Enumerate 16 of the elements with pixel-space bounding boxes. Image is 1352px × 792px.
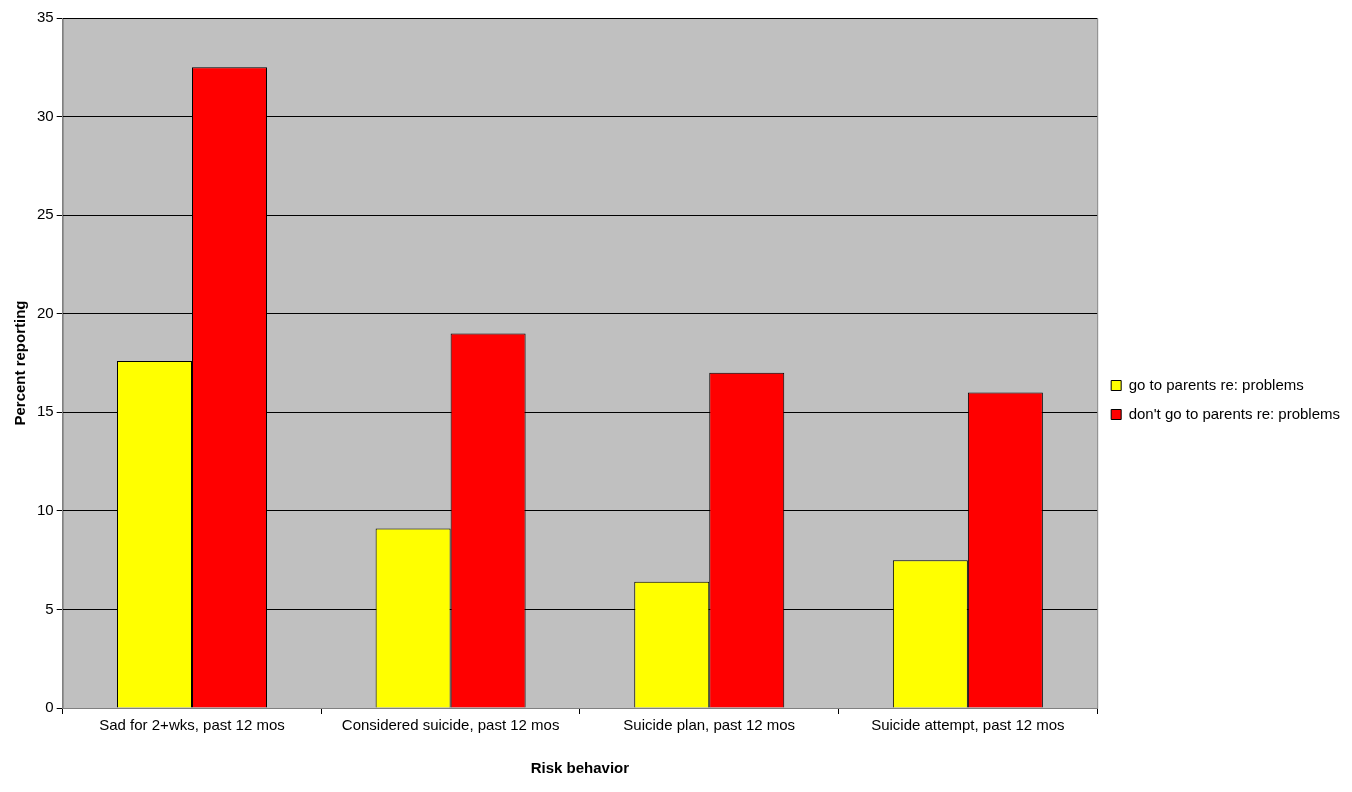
y-tick-label: 20 bbox=[37, 303, 54, 321]
y-tick-label: 5 bbox=[45, 599, 54, 617]
x-tick-label: Considered suicide, past 12 mos bbox=[341, 716, 560, 734]
y-axis-title: Percent reporting bbox=[11, 300, 29, 426]
y-tick-label: 0 bbox=[45, 698, 54, 716]
x-tick-label: Sad for 2+wks, past 12 mos bbox=[99, 716, 285, 734]
y-tick-label: 30 bbox=[37, 106, 54, 124]
legend-label: go to parents re: problems bbox=[1128, 375, 1304, 393]
x-tick-label: Suicide attempt, past 12 mos bbox=[871, 716, 1065, 734]
y-tick-label: 15 bbox=[37, 402, 54, 420]
y-tick-label: 25 bbox=[37, 205, 54, 223]
x-axis-title: Risk behavior bbox=[530, 759, 630, 777]
y-tick-label: 10 bbox=[37, 501, 54, 518]
legend-label: don't go to parents re: problems bbox=[1128, 404, 1341, 422]
x-tick-label: Suicide plan, past 12 mos bbox=[623, 716, 796, 734]
y-tick-label: 35 bbox=[37, 8, 54, 26]
